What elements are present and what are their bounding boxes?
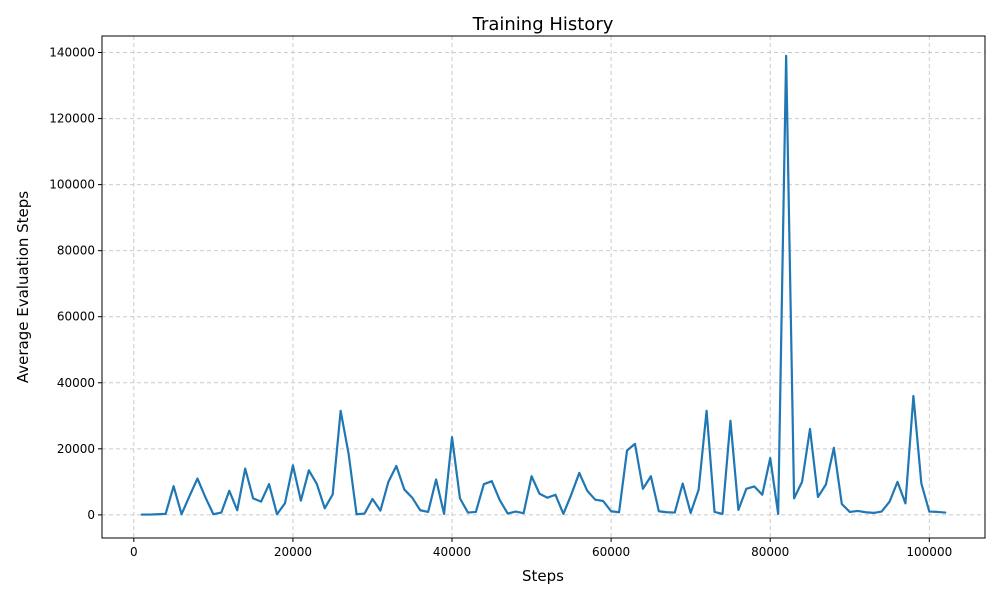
y-tick-label: 120000	[49, 112, 95, 126]
x-tick-label: 40000	[433, 545, 471, 559]
x-tick-label: 80000	[751, 545, 789, 559]
x-tick-label: 0	[130, 545, 138, 559]
y-tick-label: 100000	[49, 178, 95, 192]
y-tick-label: 40000	[57, 376, 95, 390]
plot-frame	[101, 35, 986, 539]
series-line	[140, 54, 947, 516]
y-tick-label: 60000	[57, 310, 95, 324]
x-tick-label: 100000	[906, 545, 952, 559]
x-axis-title: Steps	[522, 567, 564, 585]
y-tick-label: 140000	[49, 46, 95, 60]
y-tick-label: 80000	[57, 244, 95, 258]
x-tick-label: 60000	[592, 545, 630, 559]
x-tick-label: 20000	[274, 545, 312, 559]
y-tick-label: 20000	[57, 442, 95, 456]
series-layer	[140, 54, 947, 516]
y-axis-title: Average Evaluation Steps	[14, 191, 32, 383]
ticks: 0 20000 40000 60000 80000 100000 0 20000 40000 60…	[49, 46, 952, 559]
y-tick-label: 0	[87, 508, 95, 522]
grid	[102, 36, 985, 538]
chart-title: Training History	[472, 14, 614, 35]
